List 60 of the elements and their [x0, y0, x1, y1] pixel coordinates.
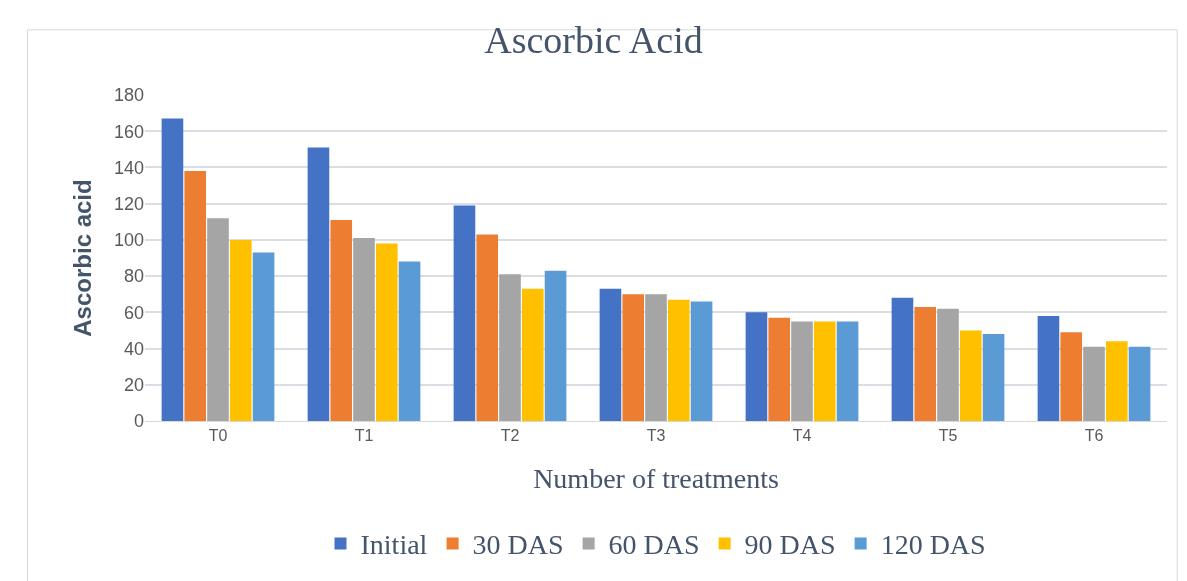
bar [622, 294, 645, 421]
legend-label: 30 DAS [472, 529, 564, 561]
y-tick-label: 60 [123, 302, 144, 323]
bar [476, 234, 499, 421]
x-tick-label: T4 [792, 427, 812, 445]
x-tick-label: T0 [208, 427, 228, 445]
bar [914, 306, 937, 421]
bar [982, 334, 1005, 421]
bar [891, 297, 914, 421]
bar [1128, 346, 1151, 421]
bar [544, 270, 567, 421]
bar [1060, 332, 1083, 421]
bar [207, 218, 229, 421]
y-tick-label: 80 [123, 266, 144, 287]
bar [1083, 346, 1105, 421]
bar [791, 321, 813, 421]
legend-label: 90 DAS [744, 529, 836, 561]
bar [375, 243, 398, 421]
x-axis-title: Number of treatments [533, 463, 779, 495]
y-tick-label: 180 [113, 85, 144, 106]
bar [937, 308, 959, 421]
x-tick-label: T1 [354, 427, 374, 445]
y-axis-title: Ascorbic acid [69, 179, 97, 337]
bar [330, 219, 353, 421]
bar [813, 321, 836, 421]
legend-label: Initial [360, 529, 428, 561]
y-tick-label: 100 [113, 230, 144, 251]
bar [667, 299, 690, 421]
y-tick-label: 160 [113, 121, 144, 142]
y-tick-label: 20 [123, 375, 144, 396]
bar [307, 147, 330, 421]
bar [1037, 315, 1060, 421]
chart-title: Ascorbic Acid [484, 18, 703, 61]
x-tick-label: T5 [938, 427, 958, 445]
bar [745, 312, 768, 421]
y-tick-label: 0 [133, 411, 144, 432]
bar [645, 294, 667, 421]
bar [959, 330, 982, 421]
x-tick-label: T2 [500, 427, 520, 445]
bar [398, 261, 421, 421]
bar [499, 274, 521, 421]
x-tick-label: T3 [646, 427, 666, 445]
bar [768, 317, 791, 421]
bar [690, 301, 713, 421]
bar [453, 205, 476, 421]
x-tick-label: T6 [1084, 427, 1104, 445]
bar [599, 288, 622, 421]
bar [836, 321, 859, 421]
legend-label: 120 DAS [880, 529, 986, 561]
y-tick-label: 120 [113, 193, 144, 214]
bar [353, 238, 375, 421]
bar [521, 288, 544, 421]
bar [1105, 341, 1128, 421]
bar [184, 171, 207, 421]
y-tick-label: 40 [123, 338, 144, 359]
legend-label: 60 DAS [608, 529, 700, 561]
bar [229, 239, 252, 421]
y-tick-label: 140 [113, 157, 144, 178]
bar [252, 252, 275, 421]
bar [161, 118, 184, 421]
